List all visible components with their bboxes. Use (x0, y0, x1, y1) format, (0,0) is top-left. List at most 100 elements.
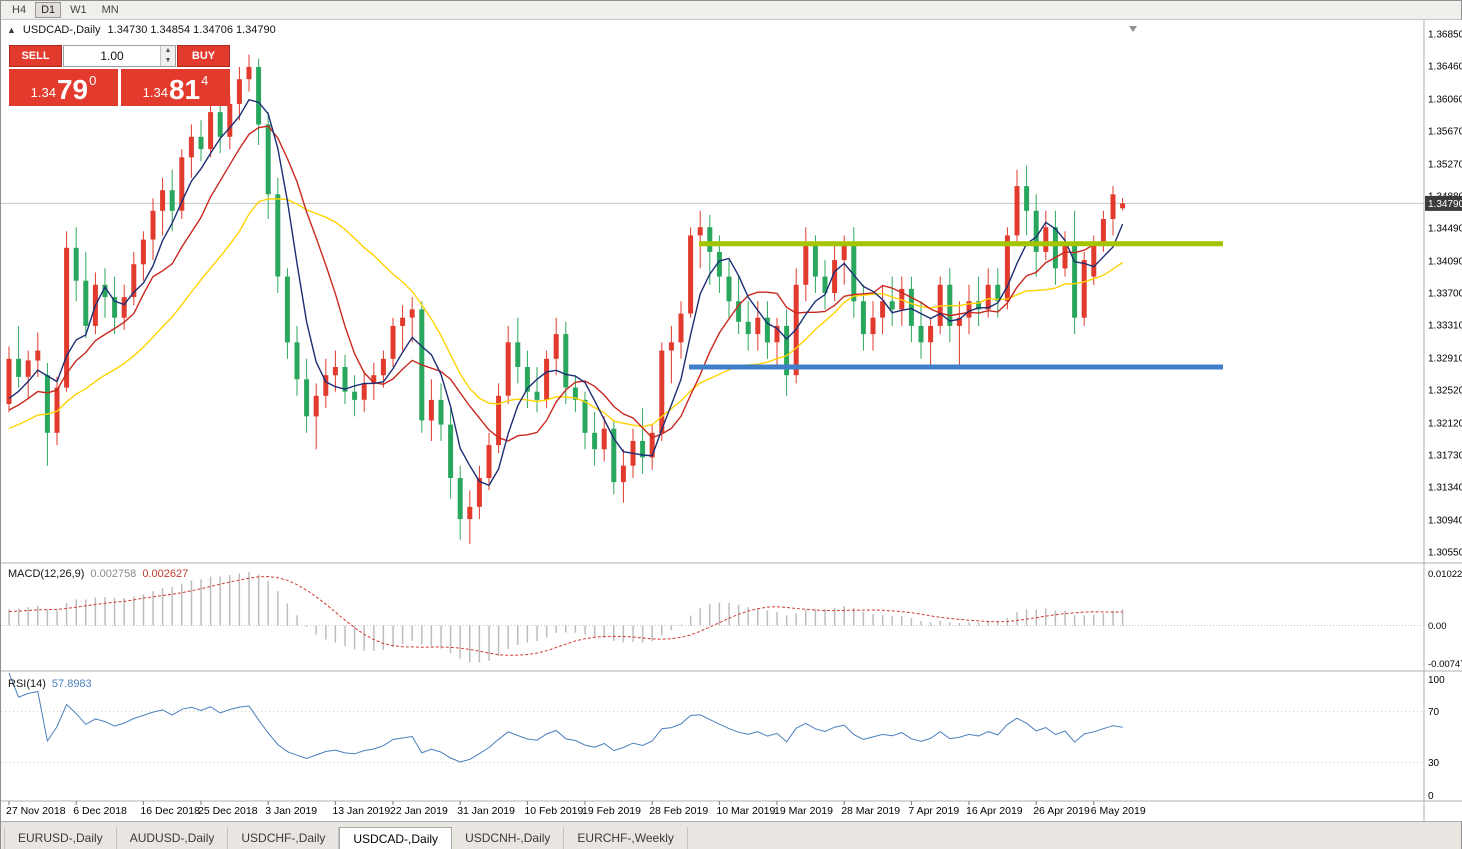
candle-body (505, 342, 511, 396)
macd-signal-line (8, 575, 1123, 656)
price-axis-label: 1.35670 (1428, 127, 1462, 138)
candle-body (140, 239, 146, 265)
candle-body (332, 367, 338, 376)
candle-body (179, 157, 185, 211)
chart-shift-marker-icon[interactable] (1129, 26, 1137, 32)
candle-body (284, 276, 290, 343)
candle-body (476, 478, 482, 507)
candle-body (995, 284, 1001, 302)
bid-price-badge-text: 1.34790 (1428, 199, 1462, 210)
candle-body (640, 441, 646, 458)
candle-body (668, 342, 674, 351)
volume-decrease-button[interactable]: ▼ (161, 56, 175, 66)
price-axis-label: 1.32520 (1428, 386, 1462, 397)
candle-body (265, 124, 271, 195)
candle-body (1033, 210, 1039, 252)
rsi-axis-label: 70 (1428, 707, 1440, 718)
buy-button[interactable]: BUY (177, 45, 230, 67)
date-axis-label: 13 Jan 2019 (332, 805, 390, 817)
candle-body (889, 301, 895, 310)
candle-body (611, 428, 617, 483)
candle-body (227, 103, 233, 137)
timeframe-d1-button[interactable]: D1 (35, 2, 62, 18)
candle-body (352, 391, 358, 400)
price-axis-label: 1.31340 (1428, 483, 1462, 494)
price-axis-label: 1.34090 (1428, 256, 1462, 267)
sell-button[interactable]: SELL (9, 45, 62, 67)
candle-body (553, 334, 559, 359)
rsi-axis-label: 0 (1428, 791, 1434, 802)
candle-body (1072, 243, 1078, 318)
price-axis-label: 1.36060 (1428, 94, 1462, 105)
sell-price-display[interactable]: 1.34 79 0 (9, 69, 118, 106)
tab-usdcad-daily[interactable]: USDCAD-,Daily (339, 827, 453, 849)
date-axis-label: 19 Mar 2019 (774, 805, 833, 817)
candle-body (1091, 243, 1097, 277)
timeframe-mn-button[interactable]: MN (96, 2, 125, 18)
date-axis-label: 10 Feb 2019 (524, 805, 583, 817)
volume-spinner: ▲ ▼ (160, 46, 175, 66)
rsi-axis-label: 30 (1428, 758, 1440, 769)
tab-eurusd-daily[interactable]: EURUSD-,Daily (4, 827, 117, 849)
candle-body (784, 325, 790, 376)
date-axis-label: 7 Apr 2019 (908, 805, 959, 817)
candle-body (246, 66, 252, 80)
timeframe-w1-button[interactable]: W1 (64, 2, 93, 18)
chart-canvas[interactable]: 1.368501.364601.360601.356701.352701.348… (1, 20, 1462, 821)
date-axis[interactable] (8, 801, 1095, 805)
chart-ohlc-header: ▲ USDCAD-,Daily 1.34730 1.34854 1.34706 … (7, 24, 276, 36)
candle-body (544, 358, 550, 400)
chart-ohlc-values: 1.34730 1.34854 1.34706 1.34790 (107, 24, 276, 36)
candle-body (764, 317, 770, 343)
candle-body (601, 428, 607, 450)
candle-body (1052, 227, 1058, 269)
date-axis-label: 28 Feb 2019 (649, 805, 708, 817)
tab-audusd-daily[interactable]: AUDUSD-,Daily (117, 827, 229, 849)
candle-body (1100, 219, 1106, 244)
chart-tab-bar: EURUSD-,Daily AUDUSD-,Daily USDCHF-,Dail… (1, 821, 1461, 849)
price-axis-label: 1.30940 (1428, 515, 1462, 526)
rsi-axis-label: 100 (1428, 675, 1445, 686)
rsi-indicator-label: RSI(14) 57.8983 (8, 678, 92, 690)
tab-usdchf-daily[interactable]: USDCHF-,Daily (228, 827, 340, 849)
date-axis-label: 27 Nov 2018 (6, 805, 66, 817)
candle-body (707, 227, 713, 252)
price-axis-label: 1.36850 (1428, 30, 1462, 41)
tab-usdcnh-daily[interactable]: USDCNH-,Daily (452, 827, 565, 849)
candle-body (515, 342, 521, 367)
date-axis-label: 25 Dec 2018 (198, 805, 258, 817)
candles-layer (6, 54, 1126, 544)
candle-body (1062, 243, 1068, 269)
tab-eurchf-weekly[interactable]: EURCHF-,Weekly (564, 827, 688, 849)
date-axis-label: 22 Jan 2019 (390, 805, 448, 817)
macd-histogram (8, 571, 1124, 663)
one-click-toggle-icon[interactable]: ▲ (7, 25, 16, 35)
candle-body (121, 297, 127, 318)
candle-body (524, 367, 530, 392)
candle-body (716, 251, 722, 277)
candle-body (160, 190, 166, 211)
candle-body (198, 136, 204, 150)
volume-field[interactable]: 1.00 ▲ ▼ (63, 45, 176, 67)
volume-increase-button[interactable]: ▲ (161, 46, 175, 56)
candle-body (880, 301, 886, 318)
date-axis-label: 31 Jan 2019 (457, 805, 515, 817)
candle-body (371, 375, 377, 384)
candle-body (745, 321, 751, 335)
candle-body (620, 465, 626, 483)
candle-body (976, 301, 982, 310)
timeframe-h4-button[interactable]: H4 (6, 2, 32, 18)
candle-body (131, 264, 137, 298)
ma-mid-line (8, 125, 1123, 442)
candle-body (688, 235, 694, 314)
candle-body (64, 247, 70, 388)
buy-price-display[interactable]: 1.34 81 4 (121, 69, 230, 106)
candle-body (409, 309, 415, 318)
volume-value[interactable]: 1.00 (100, 49, 124, 63)
candle-body (928, 325, 934, 343)
date-axis-label: 16 Apr 2019 (966, 805, 1023, 817)
candle-body (6, 358, 12, 404)
candle-body (361, 383, 367, 400)
candle-body (659, 350, 665, 433)
candle-body (25, 360, 31, 377)
